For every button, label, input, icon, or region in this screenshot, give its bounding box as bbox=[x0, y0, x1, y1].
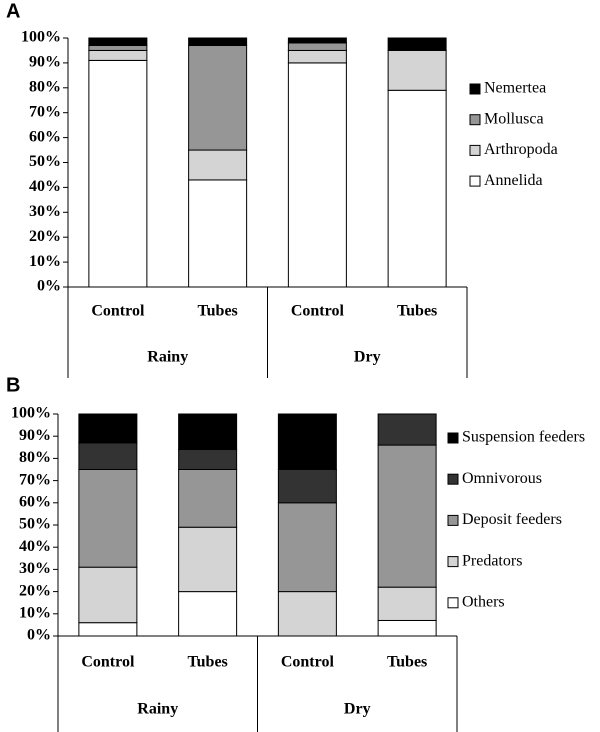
panel-label: A bbox=[6, 0, 20, 22]
group-label: Dry bbox=[354, 349, 381, 366]
legend-label: Mollusca bbox=[484, 110, 544, 127]
y-tick-label: 90% bbox=[19, 427, 51, 444]
legend-label: Suspension feeders bbox=[462, 429, 585, 446]
y-tick-label: 50% bbox=[29, 153, 61, 170]
legend-label: Deposit feeders bbox=[462, 511, 562, 528]
panel-label: B bbox=[6, 374, 20, 396]
bar-segment bbox=[78, 566, 138, 624]
legend-swatch bbox=[447, 597, 459, 609]
bar-segment bbox=[287, 42, 347, 51]
bar-segment bbox=[377, 413, 437, 446]
bar-segment bbox=[78, 622, 138, 637]
x-tick-label: Tubes bbox=[197, 303, 237, 320]
y-tick-label: 30% bbox=[29, 203, 61, 220]
legend-label: Nemertea bbox=[484, 80, 546, 97]
y-tick-label: 70% bbox=[29, 103, 61, 120]
bar-segment bbox=[377, 586, 437, 621]
group-label: Rainy bbox=[147, 349, 188, 366]
bar-segment bbox=[178, 591, 238, 637]
bar-segment bbox=[178, 449, 238, 470]
y-tick-label: 10% bbox=[19, 604, 51, 621]
bar-segment bbox=[188, 149, 248, 181]
bar-segment bbox=[188, 44, 248, 151]
y-tick-label: 70% bbox=[19, 471, 51, 488]
bar-segment bbox=[88, 37, 148, 46]
group-label: Rainy bbox=[137, 701, 178, 718]
bar-segment bbox=[277, 413, 337, 470]
y-tick-label: 40% bbox=[29, 178, 61, 195]
legend-label: Arthropoda bbox=[484, 141, 558, 158]
bar-segment bbox=[387, 89, 447, 288]
x-tick-label: Control bbox=[81, 654, 135, 671]
y-tick-label: 30% bbox=[19, 560, 51, 577]
bar-segment bbox=[387, 49, 447, 91]
bar-segment bbox=[88, 44, 148, 51]
legend-swatch bbox=[469, 114, 481, 126]
group-label: Dry bbox=[344, 701, 371, 718]
x-tick-label: Control bbox=[291, 303, 345, 320]
bar-segment bbox=[377, 619, 437, 637]
bar-segment bbox=[188, 179, 248, 288]
bar-segment bbox=[178, 526, 238, 593]
bar-segment bbox=[78, 413, 138, 444]
bar-segment bbox=[287, 62, 347, 288]
y-tick-label: 10% bbox=[29, 253, 61, 270]
legend-swatch bbox=[447, 514, 459, 526]
bar-segment bbox=[387, 37, 447, 51]
y-tick-label: 40% bbox=[19, 538, 51, 555]
legend-swatch bbox=[447, 556, 459, 568]
y-tick-label: 100% bbox=[21, 29, 61, 46]
bar-segment bbox=[377, 444, 437, 588]
y-tick-label: 0% bbox=[27, 627, 51, 644]
x-tick-label: Tubes bbox=[187, 654, 227, 671]
y-tick-label: 50% bbox=[19, 516, 51, 533]
y-tick-label: 20% bbox=[29, 228, 61, 245]
y-tick-label: 100% bbox=[11, 405, 51, 422]
legend-swatch bbox=[447, 432, 459, 444]
x-tick-label: Tubes bbox=[397, 303, 437, 320]
x-tick-label: Tubes bbox=[387, 654, 427, 671]
bar-segment bbox=[78, 469, 138, 568]
legend-label: Predators bbox=[462, 552, 522, 569]
legend-label: Omnivorous bbox=[462, 470, 542, 487]
bar-segment bbox=[88, 49, 148, 61]
legend-swatch bbox=[469, 175, 481, 187]
bar-segment bbox=[88, 59, 148, 288]
y-tick-label: 0% bbox=[37, 278, 61, 295]
x-tick-label: Control bbox=[91, 303, 145, 320]
bar-segment bbox=[178, 469, 238, 528]
legend-swatch bbox=[469, 144, 481, 156]
bar-segment bbox=[78, 442, 138, 470]
legend-label: Annelida bbox=[484, 172, 543, 189]
legend-swatch bbox=[469, 83, 481, 95]
bar-segment bbox=[178, 413, 238, 451]
bar-segment bbox=[287, 49, 347, 64]
y-tick-label: 60% bbox=[29, 128, 61, 145]
y-tick-label: 60% bbox=[19, 493, 51, 510]
x-tick-label: Control bbox=[281, 654, 335, 671]
bar-segment bbox=[277, 591, 337, 637]
legend-label: Others bbox=[462, 593, 505, 610]
bar-segment bbox=[277, 502, 337, 593]
bar-segment bbox=[277, 469, 337, 504]
bar-segment bbox=[188, 37, 248, 46]
y-tick-label: 90% bbox=[29, 54, 61, 71]
y-tick-label: 80% bbox=[29, 78, 61, 95]
legend-swatch bbox=[447, 473, 459, 485]
y-tick-label: 20% bbox=[19, 582, 51, 599]
y-tick-label: 80% bbox=[19, 449, 51, 466]
bar-segment bbox=[287, 37, 347, 44]
